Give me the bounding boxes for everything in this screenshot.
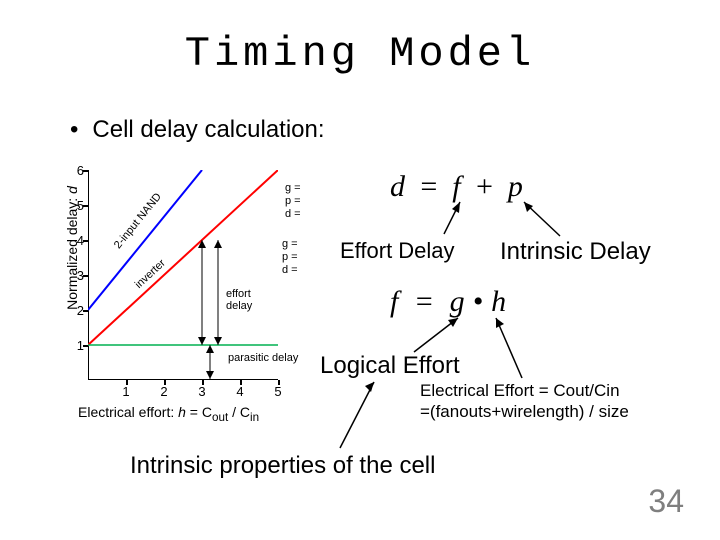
xtick-2: 2 <box>157 384 171 399</box>
electrical-effort-line1: Electrical Effort = Cout/Cin <box>420 381 620 400</box>
xlabel-out: out <box>212 411 228 424</box>
ytick-mark <box>83 205 88 207</box>
arrow-electrical-effort <box>490 316 560 380</box>
xlabel-in: in <box>250 411 259 424</box>
equation-f-g-h: f = g•h <box>390 285 506 319</box>
xtick-4: 4 <box>233 384 247 399</box>
ytick-4: 4 <box>68 233 84 248</box>
ytick-mark <box>83 240 88 242</box>
page-number: 34 <box>648 483 684 520</box>
bullet-text: Cell delay calculation: <box>70 116 325 144</box>
xtick-mark <box>278 380 280 385</box>
xlabel-var: h <box>178 404 186 420</box>
intrinsic-properties-label: Intrinsic properties of the cell <box>130 452 435 480</box>
ytick-5: 5 <box>68 198 84 213</box>
page-title: Timing Model <box>0 30 720 78</box>
electrical-effort-label: Electrical Effort = Cout/Cin =(fanouts+w… <box>420 380 629 423</box>
ytick-mark <box>83 170 88 172</box>
xlabel-suffix: = C <box>186 404 212 420</box>
arrow-intrinsic-delay <box>520 200 590 240</box>
xtick-5: 5 <box>271 384 285 399</box>
effort-delay-label-small: effortdelay <box>226 288 252 312</box>
delay-chart: Normalized delay: d 1 2 3 4 5 6 1 2 3 4 … <box>40 160 310 420</box>
effort-delay-label: Effort Delay <box>340 238 455 264</box>
arrow-logical-effort <box>400 316 470 356</box>
electrical-effort-line2: =(fanouts+wirelength) / size <box>420 402 629 421</box>
ytick-mark <box>83 310 88 312</box>
ytick-mark <box>83 345 88 347</box>
xtick-1: 1 <box>119 384 133 399</box>
arrow-intrinsic-props <box>330 380 390 452</box>
xlabel-prefix: Electrical effort: <box>78 404 178 420</box>
gpd-nand-box: g =p =d = <box>285 182 301 222</box>
xtick-mark <box>126 380 128 385</box>
xtick-mark <box>202 380 204 385</box>
x-axis-label: Electrical effort: h = Cout / Cin <box>78 404 259 424</box>
logical-effort-label: Logical Effort <box>320 352 460 380</box>
xtick-mark <box>164 380 166 385</box>
ytick-6: 6 <box>68 163 84 178</box>
plot-area <box>88 170 278 380</box>
xlabel-slash: / C <box>228 404 250 420</box>
ytick-1: 1 <box>68 338 84 353</box>
intrinsic-delay-label: Intrinsic Delay <box>500 238 651 266</box>
ytick-2: 2 <box>68 303 84 318</box>
ytick-3: 3 <box>68 268 84 283</box>
gpd-inverter-box: g =p =d = <box>282 238 298 278</box>
parasitic-delay-label-small: parasitic delay <box>228 352 298 364</box>
arrow-effort-delay <box>430 200 480 238</box>
ylabel-var: d <box>64 186 80 194</box>
xtick-mark <box>240 380 242 385</box>
xtick-3: 3 <box>195 384 209 399</box>
ytick-mark <box>83 275 88 277</box>
equation-d-f-p: d = f + p <box>390 170 523 204</box>
